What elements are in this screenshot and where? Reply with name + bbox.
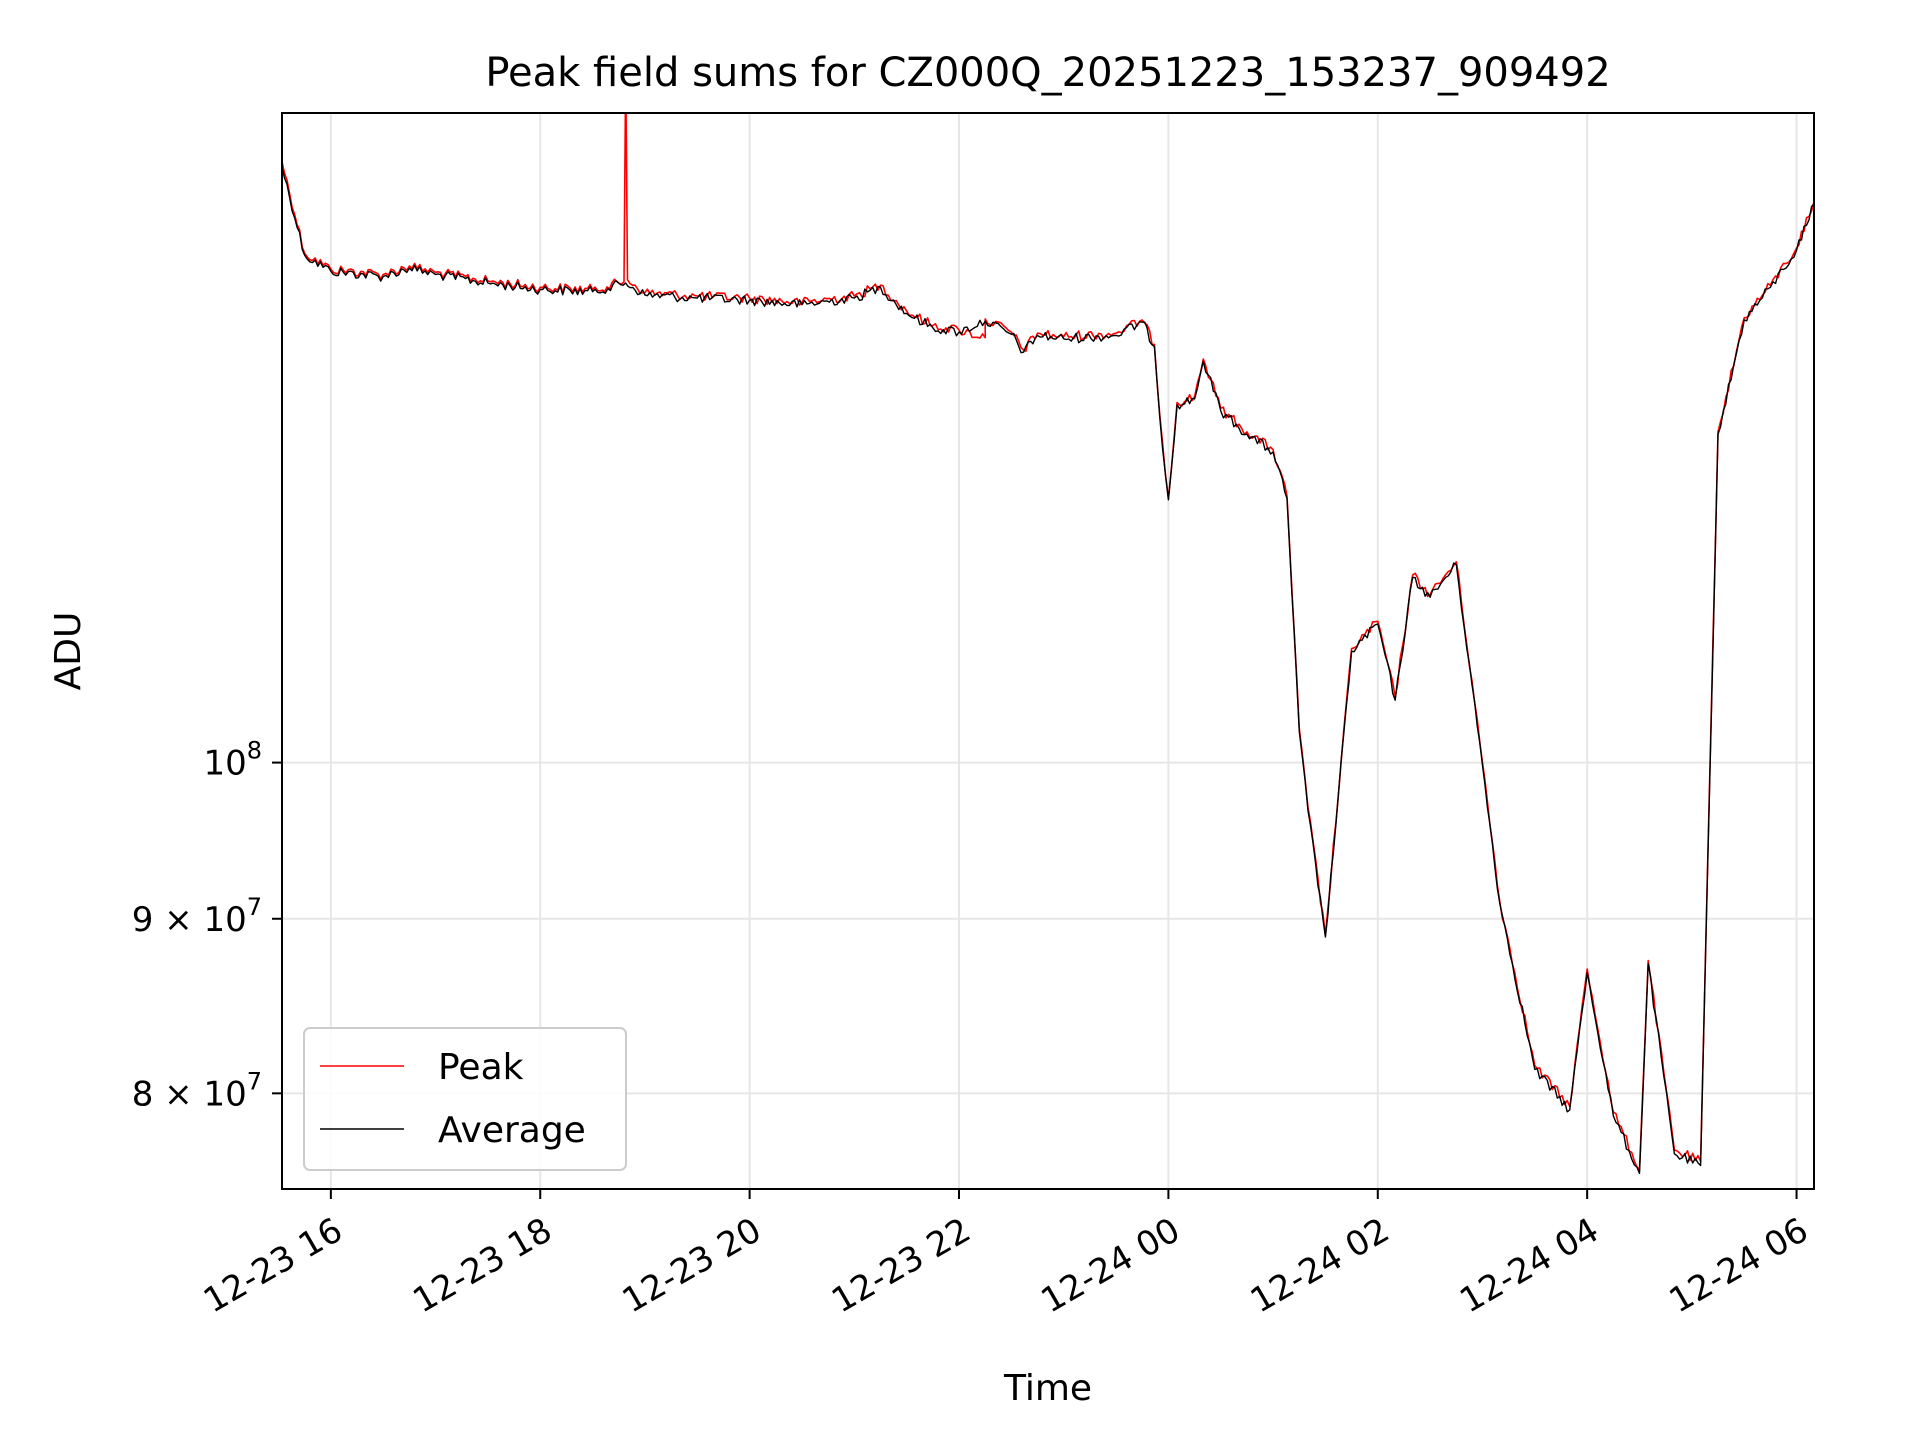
series-line-average [282, 166, 1814, 1174]
y-tick-base: 10 [203, 1074, 246, 1114]
x-axis-label: Time [1003, 1368, 1092, 1409]
legend-box [303, 1027, 627, 1171]
y-tick-exponent: 7 [247, 1067, 262, 1095]
x-axis-ticks: 12-23 16 12-23 18 12-23 20 12-23 22 12-24 00… [197, 1189, 1815, 1321]
x-tick-label: 12-23 16 [197, 1210, 349, 1321]
y-tick-multiplier: 8 × [132, 1074, 204, 1114]
legend-average-label: Average [438, 1110, 586, 1151]
series-line-peak [282, 113, 1814, 1171]
y-tick-multiplier: 9 × [132, 900, 204, 940]
y-tick-base: 10 [203, 900, 246, 940]
chart-title: Peak field sums for CZ000Q_20251223_1532… [485, 50, 1610, 96]
x-tick-label: 12-24 04 [1453, 1210, 1605, 1321]
legend-peak-label: Peak [438, 1047, 524, 1088]
y-tick-base: 10 [203, 744, 246, 784]
x-tick-label: 12-23 18 [406, 1210, 558, 1321]
y-tick-label: 108 [203, 737, 262, 784]
x-tick-label: 12-24 02 [1244, 1210, 1396, 1321]
x-tick-label: 12-23 20 [616, 1210, 768, 1321]
y-tick-label: 9 × 107 [132, 893, 262, 940]
y-tick-label: 8 × 107 [132, 1067, 262, 1114]
x-tick-label: 12-23 22 [825, 1210, 977, 1321]
x-tick-label: 12-24 00 [1035, 1210, 1187, 1321]
y-tick-exponent: 7 [247, 893, 262, 921]
y-tick-exponent: 8 [247, 737, 262, 765]
x-tick-label: 12-24 06 [1663, 1210, 1815, 1321]
plot-frame [281, 112, 1815, 1190]
legend: Peak Average [303, 1027, 627, 1171]
series-lines [282, 113, 1814, 1174]
y-axis-label: ADU [48, 612, 89, 691]
